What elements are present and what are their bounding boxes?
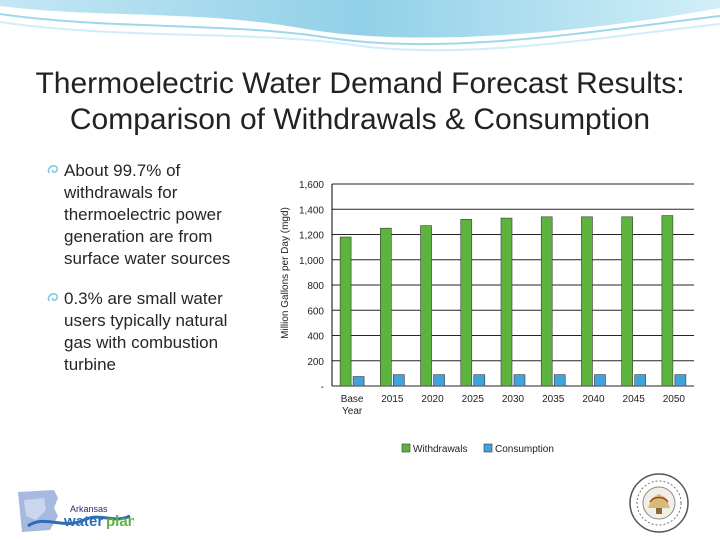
x-tick-label: 2050 <box>663 394 686 405</box>
svg-text:Arkansas: Arkansas <box>70 504 108 514</box>
x-tick-label: 2045 <box>623 394 646 405</box>
y-tick-label: 1,400 <box>299 205 324 216</box>
withdrawals-bar <box>380 227 392 387</box>
x-tick-label: 2020 <box>421 394 444 405</box>
svg-text:water: water <box>63 513 103 530</box>
withdrawals-bar <box>540 216 553 387</box>
arkansas-water-plan-logo: Arkansas water plan <box>18 490 134 532</box>
bullet-item: About 99.7% of withdrawals for thermoele… <box>44 160 254 270</box>
x-tick-label: 2025 <box>462 394 485 405</box>
legend-withdrawals-swatch <box>401 443 411 453</box>
withdrawals-bar <box>621 216 633 387</box>
consumption-bar <box>634 374 646 387</box>
x-tick-label: 2035 <box>542 394 565 405</box>
y-tick-label: 800 <box>307 281 324 292</box>
withdrawals-bar <box>661 215 674 387</box>
bullet-item: 0.3% are small water users typically nat… <box>44 288 254 376</box>
slide-title: Thermoelectric Water Demand Forecast Res… <box>20 66 700 138</box>
bullet-text: 0.3% are small water users typically nat… <box>64 289 228 374</box>
bar-chart: - 200 400 600 800 1,000 1,200 1,400 1,600 Million… <box>280 180 694 455</box>
y-tick-label: 1,600 <box>299 180 324 191</box>
x-tick-label: 2030 <box>502 394 525 405</box>
withdrawals-bar <box>460 219 473 387</box>
bullet-swirl-icon <box>47 165 59 174</box>
legend-consumption-label: Consumption <box>495 444 554 455</box>
y-tick-label: 1,200 <box>299 231 324 242</box>
y-tick-label: 200 <box>307 357 324 368</box>
consumption-bar <box>674 374 687 387</box>
legend-withdrawals-label: Withdrawals <box>413 444 467 455</box>
header-wave-decoration <box>0 0 720 52</box>
consumption-bar <box>553 374 566 387</box>
slide-title-line2: Comparison of Withdrawals & Consumption <box>69 103 651 136</box>
svg-text:plan: plan <box>106 513 134 530</box>
x-tick-label: Year <box>342 406 363 417</box>
legend-consumption-swatch <box>483 443 493 453</box>
withdrawals-bar <box>339 236 352 387</box>
consumption-bar <box>433 374 445 387</box>
y-tick-label: 1,000 <box>299 256 324 267</box>
withdrawals-bar <box>500 217 513 387</box>
y-tick-label: - <box>321 382 324 393</box>
y-tick-label: 600 <box>307 306 324 317</box>
withdrawals-bar <box>581 216 593 387</box>
x-tick-label: Base <box>341 394 364 405</box>
bullet-swirl-icon <box>47 293 59 302</box>
consumption-bar <box>473 374 486 387</box>
consumption-bar <box>594 374 606 387</box>
withdrawals-bar <box>420 225 432 387</box>
bullet-list: About 99.7% of withdrawals for thermoele… <box>44 160 254 394</box>
bullet-text: About 99.7% of withdrawals for thermoele… <box>64 161 231 268</box>
x-tick-label: 2040 <box>582 394 605 405</box>
x-tick-label: 2015 <box>381 394 404 405</box>
state-seal-logo <box>629 473 689 533</box>
consumption-bar <box>513 374 526 387</box>
y-axis-title: Million Gallons per Day (mgd) <box>280 207 291 339</box>
consumption-bar <box>393 374 405 387</box>
y-tick-label: 400 <box>307 332 324 343</box>
slide-title-line1: Thermoelectric Water Demand Forecast Res… <box>35 67 685 100</box>
consumption-bar <box>352 376 365 387</box>
